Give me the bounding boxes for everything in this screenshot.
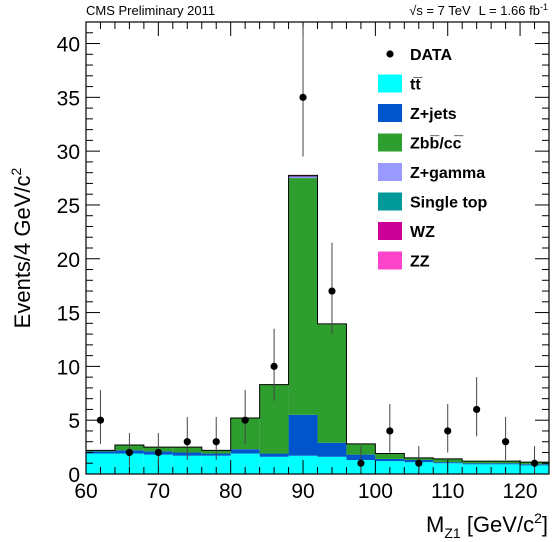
bar-1-14 — [491, 463, 521, 465]
x-tick-label: 120 — [503, 480, 538, 503]
legend-swatch — [378, 251, 402, 270]
data-point — [96, 416, 105, 424]
data-point — [270, 362, 278, 370]
data-point — [183, 438, 191, 446]
data-point — [473, 405, 481, 414]
bar-0-3 — [172, 455, 202, 474]
bar-0-5 — [230, 453, 260, 474]
x-axis-label-sub: Z1 — [444, 525, 461, 541]
legend-swatch — [378, 104, 402, 122]
data-point — [241, 416, 249, 424]
bar-1-5 — [230, 449, 260, 454]
bar-2-13 — [462, 461, 492, 464]
bar-2-8 — [317, 324, 347, 443]
y-tick-label: 0 — [68, 464, 80, 487]
legend-data-marker — [386, 50, 394, 58]
data-point — [415, 459, 423, 467]
bar-0-8 — [317, 456, 347, 474]
bar-5-7 — [288, 175, 318, 177]
bar-2-14 — [491, 461, 521, 464]
legend-label: Single top — [410, 195, 488, 212]
legend: DATA tt̅ Z+jets Zbb̅/cc̅ Z+gamma Single top WZ… — [378, 47, 488, 271]
header-left: CMS Preliminary 2011 — [86, 3, 215, 18]
data-point — [386, 427, 394, 435]
bar-0-6 — [259, 456, 289, 474]
legend-label: Zbb̅/cc̅ — [410, 135, 464, 153]
legend-label: ZZ — [410, 254, 430, 271]
x-axis-label-close: ] — [542, 512, 548, 537]
y-tick-label: 30 — [57, 141, 80, 164]
data-point — [328, 287, 336, 295]
data-point — [299, 93, 307, 101]
bar-4-7 — [288, 176, 318, 177]
x-tick-label: 90 — [291, 480, 314, 503]
data-point — [501, 438, 510, 446]
x-tick-label: 80 — [219, 480, 242, 503]
bar-1-6 — [259, 453, 289, 457]
y-tick-label: 5 — [68, 410, 80, 433]
y-axis-label-sup: 2 — [8, 167, 24, 175]
legend-swatch — [378, 163, 402, 181]
y-tick-label: 25 — [57, 195, 80, 218]
bar-2-7 — [288, 178, 318, 415]
y-tick-label: 40 — [57, 34, 80, 57]
bar-0-0 — [86, 453, 115, 474]
data-point — [212, 438, 220, 446]
y-tick-label: 35 — [57, 87, 80, 110]
y-axis-label-main: Events/4 GeV/c — [10, 175, 35, 328]
x-axis-label-main: M — [426, 512, 444, 537]
bar-0-4 — [201, 455, 231, 474]
bar-1-10 — [375, 458, 405, 462]
x-axis-label: MZ1 [GeV/c2] — [426, 510, 548, 541]
header-energy: √s = 7 TeV — [409, 3, 471, 18]
bar-1-8 — [317, 442, 347, 457]
x-tick-label: 100 — [358, 480, 393, 503]
y-tick-label: 20 — [57, 249, 80, 272]
legend-swatch — [378, 74, 402, 93]
legend-data-label: DATA — [410, 47, 453, 64]
data-point — [125, 448, 134, 457]
header-right: √s = 7 TeV L = 1.66 fb-1 — [409, 2, 548, 18]
x-axis-label-unit: [GeV/c — [461, 512, 534, 537]
data-point — [357, 459, 365, 467]
legend-swatch — [378, 133, 402, 152]
data-points-layer — [96, 27, 539, 472]
x-axis-label-sup: 2 — [534, 510, 542, 526]
bar-2-10 — [375, 453, 405, 459]
bar-1-13 — [462, 463, 492, 465]
x-tick-label: 60 — [74, 480, 97, 503]
y-tick-label: 15 — [57, 303, 80, 326]
legend-swatch — [378, 192, 402, 211]
data-point — [530, 459, 539, 467]
legend-label: Z+gamma — [410, 165, 485, 182]
legend-label: tt̅ — [410, 76, 423, 93]
y-tick-label: 10 — [57, 356, 80, 379]
bar-2-0 — [86, 450, 115, 452]
legend-swatch — [378, 222, 402, 240]
legend-label: WZ — [410, 224, 435, 241]
data-point — [154, 448, 162, 457]
bar-1-7 — [288, 414, 318, 456]
y-axis-label: Events/4 GeV/c2 — [8, 167, 35, 328]
stack-outline — [85, 174, 549, 474]
header-lumi: L = 1.66 fb — [479, 3, 540, 18]
legend-label: Z+jets — [410, 106, 457, 123]
bar-3-7 — [288, 176, 318, 179]
data-point — [444, 427, 452, 435]
bar-1-0 — [86, 451, 115, 454]
header-lumi-sup: -1 — [540, 2, 548, 12]
x-tick-label: 70 — [147, 480, 170, 503]
axis-ticks-layer: 0 5 10 15 20 25 30 35 40 60 70 80 90 100 110 120 — [57, 21, 549, 503]
histogram-layer — [85, 174, 549, 474]
x-tick-label: 110 — [431, 480, 464, 503]
plot-frame — [85, 21, 550, 475]
